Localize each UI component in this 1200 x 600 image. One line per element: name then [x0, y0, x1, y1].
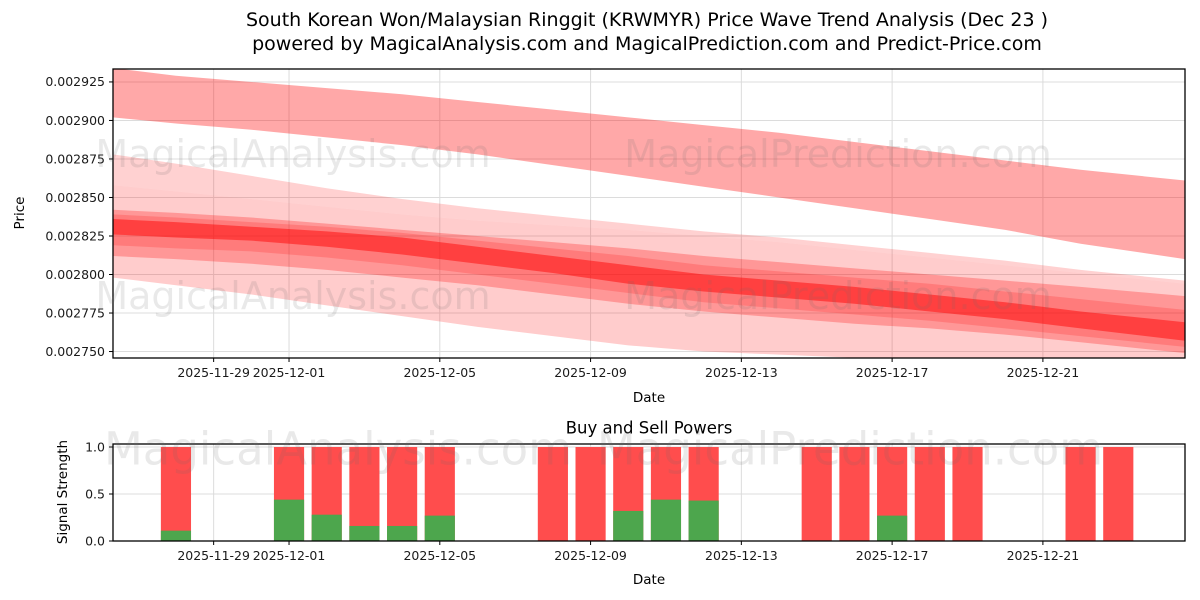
- buy-power-bar: [273, 499, 305, 541]
- figure-title: South Korean Won/Malaysian Ringgit (KRWM…: [246, 9, 1048, 31]
- buy-power-bar: [650, 499, 682, 541]
- power-chart-title: Buy and Sell Powers: [565, 418, 733, 438]
- power-y-axis-label: Signal Strength: [55, 439, 71, 545]
- buy-power-bar: [877, 515, 908, 541]
- price-x-axis-label: Date: [632, 390, 666, 406]
- x-tick-label: 2025-11-29: [177, 548, 250, 563]
- x-tick-label: 2025-12-17: [856, 548, 929, 563]
- watermark-prediction-mid: MagicalPrediction.com: [624, 274, 1052, 318]
- x-tick-label: 2025-12-21: [1007, 548, 1080, 563]
- x-tick-label: 2025-12-09: [554, 365, 627, 380]
- y-tick-label: 0.002825: [45, 228, 105, 243]
- power-x-axis-label: Date: [632, 572, 666, 588]
- price-wave-chart: 2025-11-29 2025-12-01 2025-12-05 2025-12-09…: [45, 68, 1186, 380]
- buy-power-bar: [160, 530, 192, 541]
- x-tick-label: 2025-12-21: [1007, 365, 1080, 380]
- dense-band: [113, 209, 1185, 354]
- sell-power-bar: [349, 447, 380, 541]
- buy-power-bar: [349, 525, 380, 541]
- x-tick-label: 2025-12-13: [705, 365, 778, 380]
- y-tick-label: 0.002775: [45, 305, 105, 320]
- sell-power-bar: [1065, 447, 1096, 541]
- axes-frame: [112, 68, 1186, 359]
- watermark-analysis-bottom: MagicalAnalysis.com: [103, 422, 573, 476]
- x-tick-label: 2025-12-09: [554, 548, 627, 563]
- sell-power-bar: [1103, 447, 1134, 541]
- watermark-analysis-top: MagicalAnalysis.com: [95, 132, 491, 176]
- upper-forecast-band: [113, 69, 1185, 260]
- axes-frame: [112, 443, 1186, 542]
- figure-subtitle: powered by MagicalAnalysis.com and Magic…: [252, 33, 1042, 55]
- x-tick-label: 2025-12-05: [403, 365, 476, 380]
- y-tick-label: 0.002800: [45, 267, 105, 282]
- sell-power-bar: [160, 447, 192, 541]
- y-tick-label: 0.002900: [45, 113, 105, 128]
- buy-power-bar: [613, 510, 644, 541]
- mid-sliver-band: [113, 154, 1185, 284]
- sell-power-bar: [952, 447, 983, 541]
- y-tick-label: 0.002750: [45, 344, 105, 359]
- outer-envelope-band: [113, 185, 1185, 358]
- sell-power-bar: [801, 447, 832, 541]
- x-tick-label: 2025-12-01: [253, 365, 326, 380]
- watermark-prediction-bottom: MagicalPrediction.com: [596, 422, 1104, 476]
- x-tick-label: 2025-12-01: [253, 548, 326, 563]
- sell-power-bar: [537, 447, 568, 541]
- core-band: [113, 219, 1185, 341]
- y-tick-label: 0.5: [85, 486, 105, 501]
- sell-power-bar: [839, 447, 870, 541]
- buy-sell-powers-chart: 2025-11-29 2025-12-01 2025-12-05 2025-12-09…: [85, 439, 1186, 563]
- y-tick-label: 0.002850: [45, 190, 105, 205]
- x-tick-label: 2025-12-17: [856, 365, 929, 380]
- watermark-prediction-top: MagicalPrediction.com: [624, 132, 1052, 176]
- y-tick-label: 1.0: [85, 439, 105, 454]
- sell-power-bar: [914, 447, 945, 541]
- sell-power-bar: [387, 447, 418, 541]
- buy-power-bar: [424, 515, 455, 541]
- buy-power-bar: [688, 500, 719, 541]
- watermark-analysis-mid: MagicalAnalysis.com: [95, 274, 491, 318]
- x-tick-label: 2025-12-05: [403, 548, 476, 563]
- x-tick-label: 2025-12-13: [705, 548, 778, 563]
- y-tick-label: 0.002925: [45, 74, 105, 89]
- x-tick-label: 2025-11-29: [177, 365, 250, 380]
- y-tick-label: 0.002875: [45, 151, 105, 166]
- y-tick-label: 0.0: [85, 533, 105, 548]
- price-y-axis-label: Price: [12, 196, 28, 230]
- sell-power-bar: [575, 447, 606, 541]
- buy-power-bar: [311, 514, 342, 541]
- inner-band: [113, 214, 1185, 347]
- buy-power-bar: [387, 525, 418, 541]
